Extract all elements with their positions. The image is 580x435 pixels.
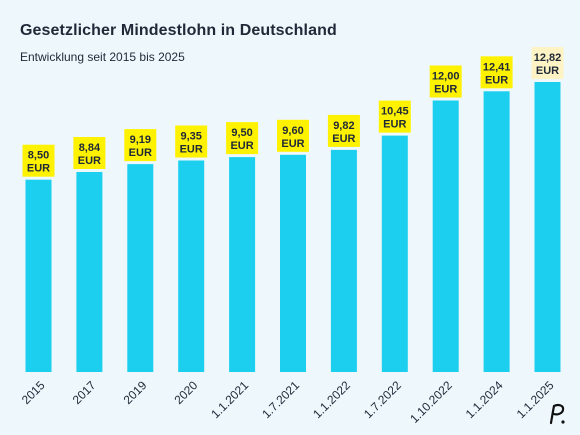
x-tick-label: 1.7.2022 — [361, 378, 404, 421]
data-label-bg — [277, 119, 309, 152]
x-tick-label: 1.10.2022 — [407, 378, 455, 426]
data-label-value: 9,82 — [333, 120, 354, 132]
data-label-value: 9,35 — [180, 131, 201, 143]
data-label-value: 12,00 — [432, 71, 460, 83]
bar-1.1.2025 — [534, 82, 561, 372]
bar-2019 — [127, 164, 154, 372]
data-label-unit: EUR — [485, 74, 508, 86]
data-label-unit: EUR — [434, 84, 457, 96]
data-label-bg — [429, 65, 462, 98]
bar-1.1.2021 — [229, 157, 256, 372]
data-label-value: 8,50 — [28, 150, 49, 162]
x-tick-label: 1.1.2024 — [463, 378, 506, 421]
bar-1.1.2024 — [483, 91, 510, 373]
data-label-value: 12,41 — [483, 61, 511, 73]
data-label-unit: EUR — [129, 147, 152, 159]
x-tick-label: 1.1.2022 — [310, 378, 353, 421]
x-tick-label: 1.7.2021 — [259, 378, 302, 421]
bar-2017 — [76, 172, 103, 372]
logo-icon — [549, 403, 565, 425]
data-label-bg — [480, 56, 513, 89]
chart-subtitle: Entwicklung seit 2015 bis 2025 — [20, 50, 185, 64]
chart-title: Gesetzlicher Mindestlohn in Deutschland — [20, 22, 337, 39]
x-tick-label: 1.1.2021 — [208, 378, 251, 421]
x-tick-label: 2015 — [19, 378, 48, 407]
bar-2015 — [25, 179, 52, 372]
bar-1.10.2022 — [432, 100, 459, 372]
data-label-bg — [226, 122, 259, 155]
data-label-bg — [22, 144, 55, 177]
data-label-unit: EUR — [27, 163, 50, 175]
data-label-value: 12,82 — [534, 52, 562, 64]
data-label-unit: EUR — [332, 133, 355, 145]
data-label-bg — [378, 100, 411, 133]
data-label-unit: EUR — [78, 155, 101, 167]
x-tick-label: 2017 — [70, 378, 99, 407]
data-label-value: 9,60 — [282, 125, 303, 137]
data-label-bg — [175, 125, 208, 158]
data-label-unit: EUR — [180, 144, 203, 156]
bar-2020 — [178, 160, 205, 372]
data-label-unit: EUR — [383, 119, 406, 131]
data-label-bg — [531, 47, 564, 79]
bar-1.7.2021 — [280, 154, 306, 372]
bar-1.7.2022 — [381, 135, 408, 372]
data-label-value: 8,84 — [79, 142, 101, 154]
x-tick-label: 2020 — [172, 378, 201, 407]
data-label-bg — [73, 137, 106, 169]
data-label-unit: EUR — [281, 138, 304, 150]
x-tick-label: 2019 — [121, 378, 150, 407]
data-label-bg — [327, 114, 360, 147]
data-label-value: 9,19 — [130, 134, 151, 146]
data-label-unit: EUR — [536, 65, 559, 77]
data-label-value: 9,50 — [231, 127, 252, 139]
data-label-value: 10,45 — [381, 106, 409, 118]
data-label-unit: EUR — [230, 140, 253, 152]
data-label-bg — [124, 129, 157, 162]
bar-1.1.2022 — [330, 149, 357, 372]
